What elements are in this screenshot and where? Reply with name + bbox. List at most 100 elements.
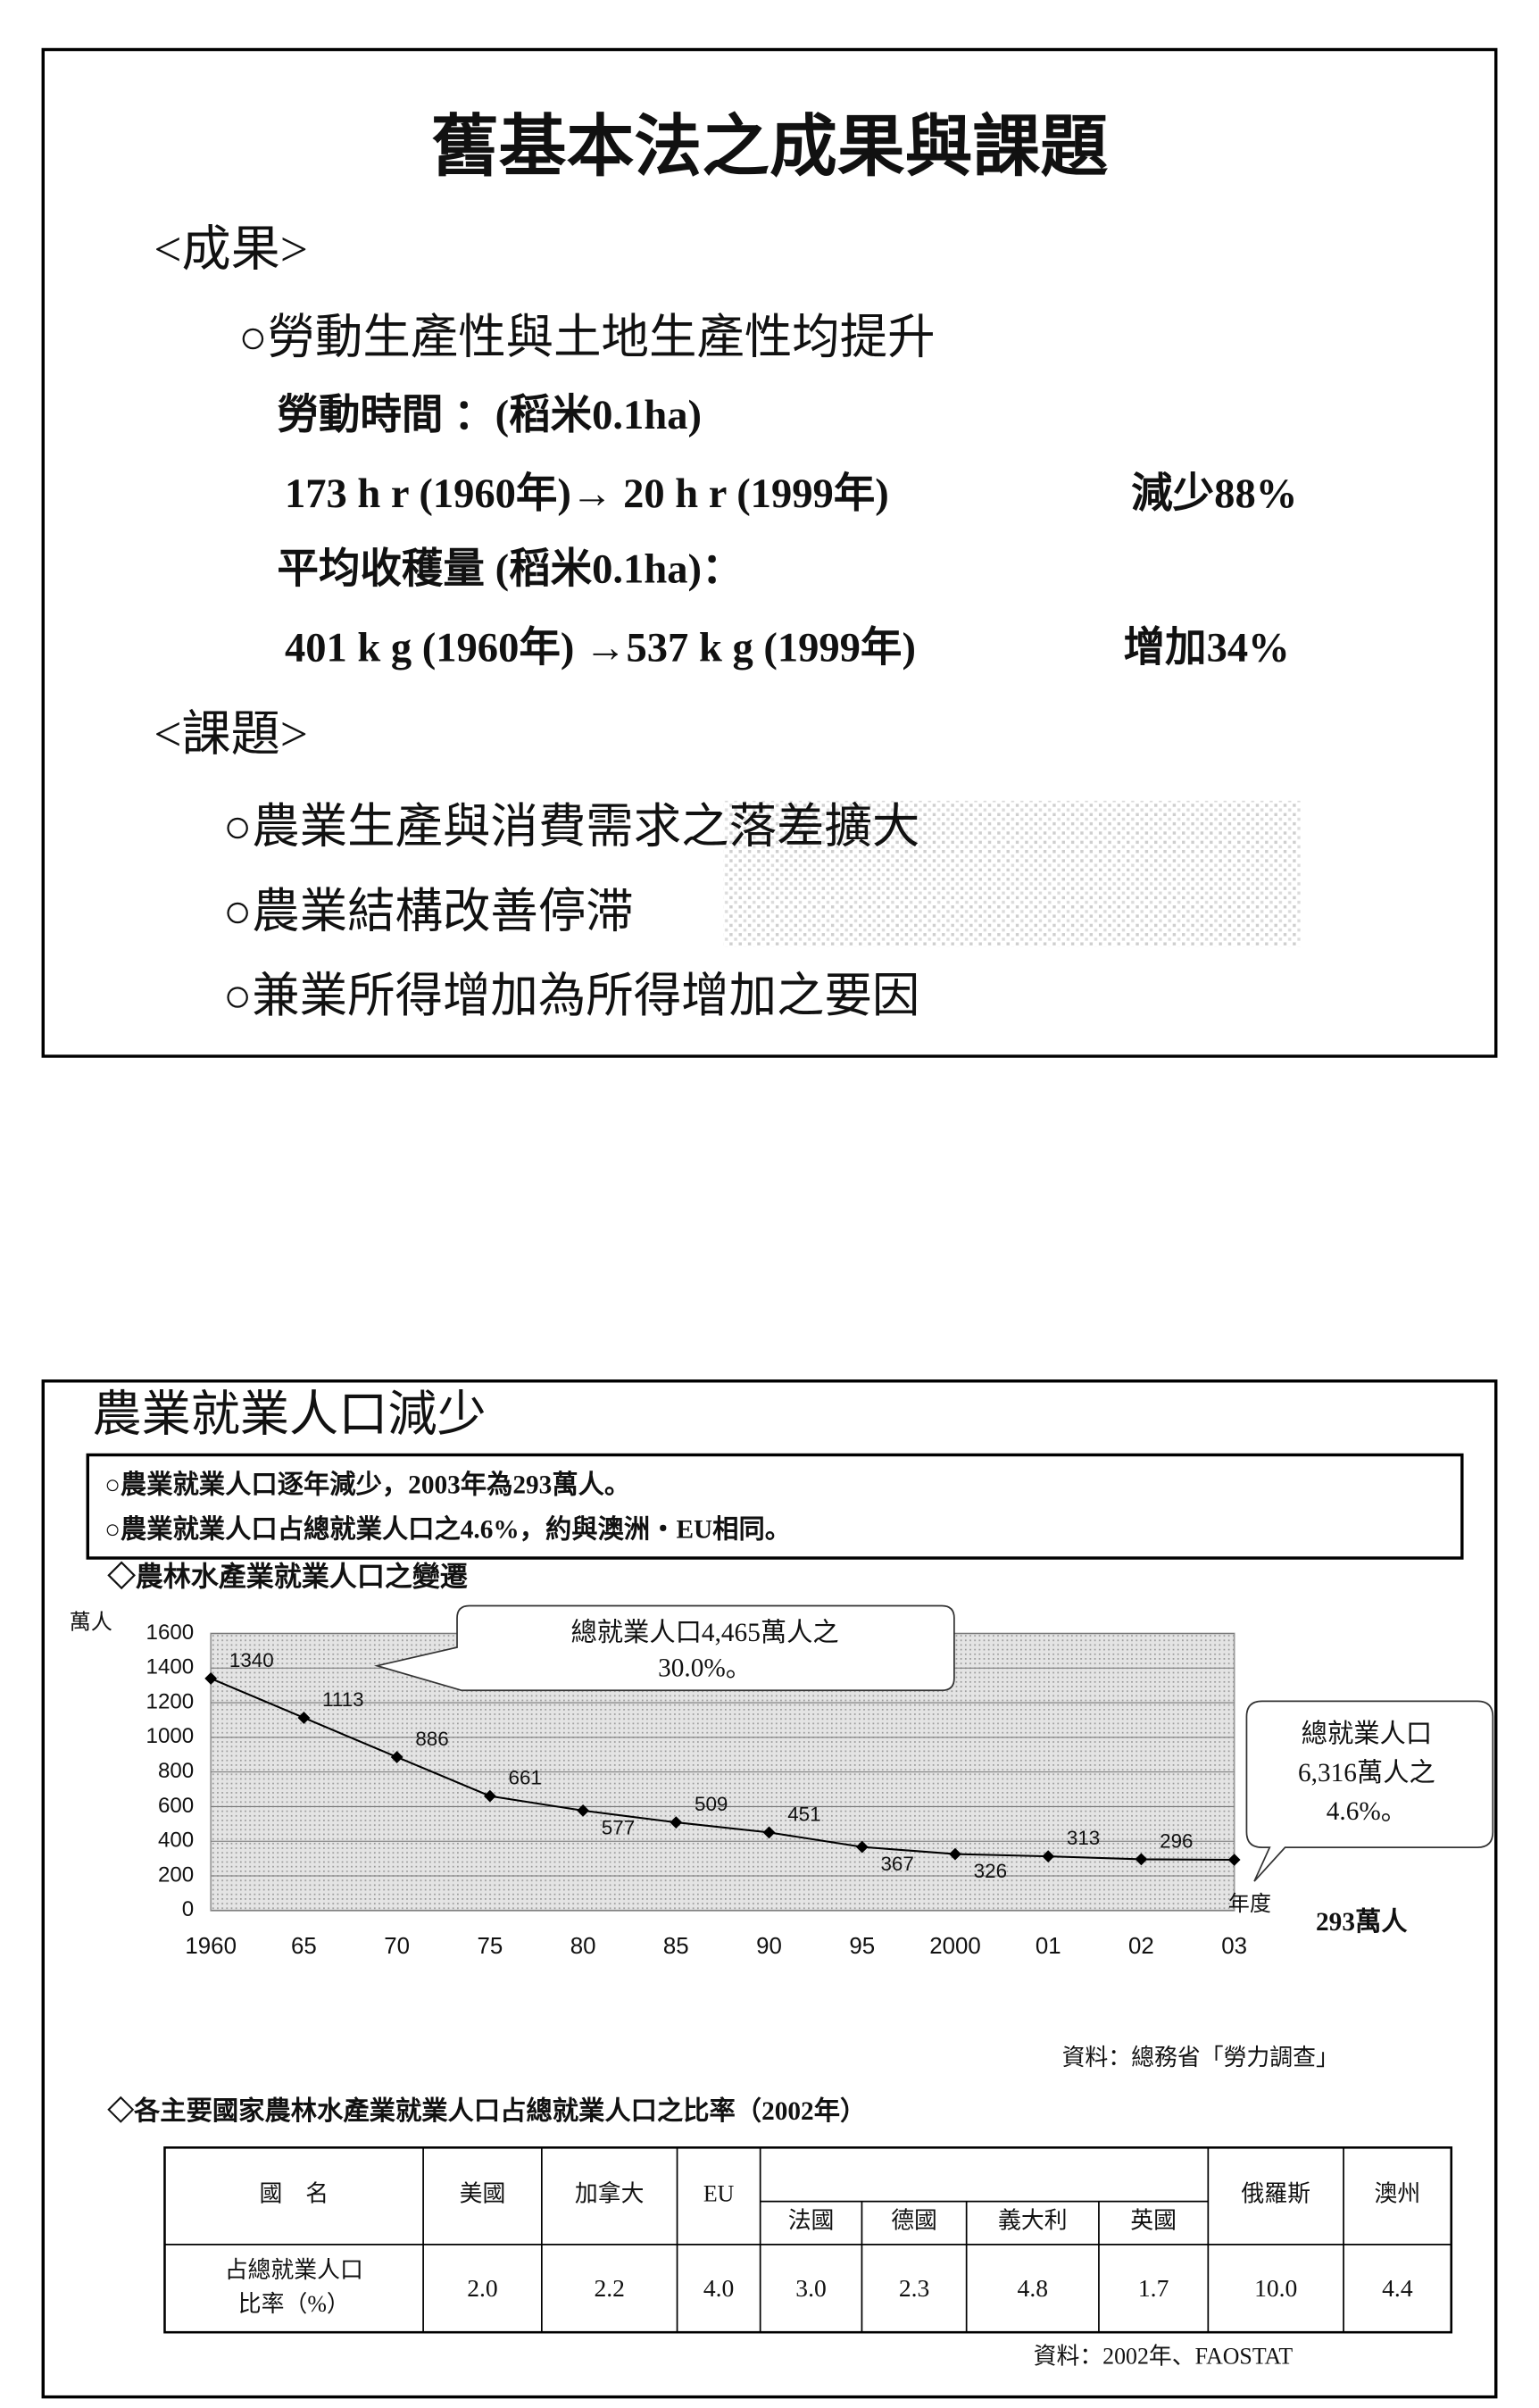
x-tick-label: 75	[477, 1934, 503, 1959]
source: 資料：2002年、FAOSTAT	[1034, 2343, 1294, 2369]
data-point	[390, 1751, 403, 1763]
table-header: 俄羅斯	[1241, 2181, 1310, 2207]
bullet-box	[86, 1453, 1464, 1560]
data-label: 509	[695, 1793, 728, 1815]
issue: ○農業生產與消費需求之落差擴大	[223, 800, 919, 854]
table-header: 美國	[460, 2181, 506, 2207]
y-tick-label: 600	[158, 1794, 194, 1818]
issue: ○農業結構改善停滞	[223, 884, 634, 937]
x-tick-label: 03	[1221, 1934, 1247, 1959]
bullet: ○農業就業人口逐年減少，2003年為293萬人。	[104, 1470, 630, 1499]
bullet: ○農業就業人口占總就業人口之4.6%，約與澳洲・EU相同。	[104, 1513, 791, 1544]
table-cell: 1.7	[1138, 2274, 1169, 2302]
table-cell: 3.0	[795, 2274, 826, 2302]
x-tick-label: 01	[1036, 1934, 1061, 1959]
data-label: 326	[974, 1860, 1007, 1882]
slide-frame	[41, 1379, 1498, 2399]
data-label: 1340	[229, 1649, 274, 1671]
table-cell: 2.0	[467, 2274, 497, 2302]
data-label: 1113	[322, 1688, 364, 1711]
table-header: EU	[703, 2181, 735, 2207]
data-label: 367	[880, 1853, 913, 1875]
y-tick-label: 1400	[146, 1655, 195, 1679]
end-label: 293萬人	[1316, 1907, 1408, 1937]
data-point	[204, 1672, 218, 1685]
table-cell: 2.2	[594, 2274, 624, 2302]
data-point	[1042, 1850, 1055, 1863]
callout-text: 總就業人口	[1302, 1720, 1432, 1749]
y-tick-label: 1200	[146, 1689, 195, 1713]
callout-text: 總就業人口4,465萬人之	[570, 1618, 838, 1647]
change: 增加34%	[1124, 624, 1290, 671]
slide-title: 農業就業人口減少	[92, 1387, 486, 1442]
data-point	[855, 1840, 869, 1854]
result-line: 173 h r (1960年)→ 20 h r (1999年)	[285, 471, 889, 517]
callout	[373, 1604, 955, 1692]
y-tick-label: 1000	[146, 1724, 195, 1748]
source: 資料：總務省「勞力調查」	[1062, 2045, 1339, 2071]
x-axis-label: 年度	[1228, 1892, 1271, 1916]
data-point	[577, 1804, 589, 1817]
result-line: 平均收穫量 (稻米0.1ha)：	[277, 546, 743, 592]
x-tick-label: 02	[1128, 1934, 1154, 1959]
callout	[1245, 1700, 1494, 1882]
row-label: 占總就業人口	[225, 2257, 363, 2283]
slide-frame	[41, 47, 1498, 1058]
y-tick-label: 0	[182, 1897, 194, 1921]
x-tick-label: 70	[384, 1934, 410, 1959]
point: ○勞動生產性與土地生產性均提升	[238, 310, 935, 363]
y-tick-label: 800	[158, 1759, 194, 1783]
table-cell: 10.0	[1254, 2274, 1297, 2302]
issue: ○兼業所得增加為所得增加之要因	[223, 969, 919, 1022]
data-label: 313	[1067, 1827, 1100, 1849]
data-label: 451	[787, 1803, 820, 1825]
table-header: 法國	[788, 2208, 835, 2234]
table-cell: 4.0	[703, 2274, 734, 2302]
y-tick-label: 1600	[146, 1621, 195, 1645]
callout-text: 30.0%。	[658, 1654, 752, 1683]
table-title: ◇各主要國家農林水產業就業人口占總就業人口之比率（2002年）	[107, 2096, 867, 2126]
x-tick-label: 1960	[185, 1934, 237, 1959]
table-cell: 4.4	[1382, 2274, 1413, 2302]
result-line: 401 k g (1960年) →537 k g (1999年)	[285, 624, 916, 671]
y-tick-label: 200	[158, 1862, 194, 1887]
table-cell: 2.3	[899, 2274, 929, 2302]
slide-title: 舊基本法之成果與課題	[431, 110, 1109, 185]
data-point	[762, 1826, 776, 1839]
x-tick-label: 95	[849, 1934, 875, 1959]
data-label: 886	[415, 1728, 448, 1750]
data-point	[670, 1816, 683, 1829]
y-tick-label: 400	[158, 1829, 194, 1853]
callout-text: 4.6%。	[1327, 1797, 1407, 1826]
table-header: 國 名	[259, 2181, 329, 2207]
section-heading: <課題>	[154, 707, 308, 762]
x-tick-label: 65	[291, 1934, 317, 1959]
data-label: 661	[509, 1767, 542, 1789]
table-header: 澳州	[1375, 2181, 1421, 2207]
data-label: 296	[1160, 1829, 1193, 1852]
table-border	[163, 2146, 1453, 2334]
table-header: 義大利	[998, 2208, 1068, 2234]
chart-title: ◇農林水產業就業人口之變遷	[107, 1561, 468, 1592]
change: 減少88%	[1131, 471, 1297, 517]
x-tick-label: 85	[663, 1934, 689, 1959]
data-point	[1227, 1854, 1241, 1866]
data-point	[949, 1847, 961, 1861]
row-label: 比率（%）	[238, 2291, 350, 2317]
result-line: 勞動時間 ：(稻米0.1ha)	[277, 392, 702, 438]
y-axis-label: 萬人	[70, 1611, 112, 1635]
data-label: 577	[602, 1817, 635, 1839]
data-point	[1135, 1853, 1148, 1866]
scan-noise	[723, 800, 1301, 947]
data-line	[210, 1677, 1235, 1862]
table-header: 加拿大	[575, 2181, 645, 2207]
section-heading: <成果>	[154, 221, 308, 276]
table-header: 德國	[891, 2208, 937, 2234]
table-cell: 4.8	[1018, 2274, 1048, 2302]
data-point	[483, 1789, 496, 1803]
x-tick-label: 90	[756, 1934, 782, 1959]
table-header: 英國	[1130, 2208, 1177, 2234]
x-tick-label: 2000	[929, 1934, 981, 1959]
